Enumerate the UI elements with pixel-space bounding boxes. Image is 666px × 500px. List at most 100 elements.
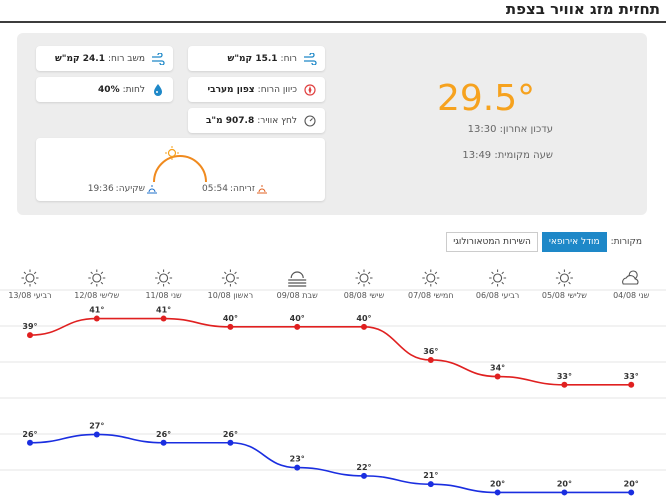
day-label: רביעי 13/08 <box>8 291 51 300</box>
sun-icon <box>155 269 173 287</box>
pressure-label: לחץ אוויר: <box>257 115 297 126</box>
data-point <box>494 373 501 380</box>
current-temperature: 29.5° <box>437 78 536 119</box>
data-point <box>294 464 301 471</box>
sun-icon <box>221 269 239 287</box>
sun-icon <box>555 269 573 287</box>
wind-icon <box>303 52 317 66</box>
local-label: שעה מקומית: <box>494 150 553 161</box>
sun-times-card: זריחה: 05:54 שקיעה: 19:36 <box>36 138 325 201</box>
wind-gust-icon <box>151 52 165 66</box>
data-point <box>227 439 234 446</box>
source-ims-button[interactable]: השירות המטאורולוגי <box>446 232 538 252</box>
data-point <box>227 323 234 330</box>
wind-direction-card: כיוון הרוח: צפון מערבי <box>188 77 325 102</box>
wind-value: 15.1 קמ"ש <box>227 53 278 64</box>
data-label: 26° <box>156 430 171 439</box>
day-label: שלישי 12/08 <box>74 291 119 300</box>
data-point <box>160 439 167 446</box>
data-point <box>427 356 434 363</box>
series-line-0 <box>29 317 632 386</box>
sunset-time: 19:36 <box>87 184 114 194</box>
data-point <box>160 315 167 322</box>
humidity-value: 40% <box>98 84 120 95</box>
data-label: 20° <box>557 479 572 488</box>
data-label: 22° <box>356 463 371 472</box>
data-point <box>294 323 301 330</box>
day-label: ראשון 10/08 <box>208 291 254 300</box>
pressure-card: לחץ אוויר: 907.8 מ"ב <box>188 108 325 133</box>
haze-icon <box>288 271 307 287</box>
series-line-1 <box>29 433 632 494</box>
sun-icon <box>489 269 507 287</box>
data-label: 36° <box>423 347 438 356</box>
data-label: 34° <box>490 364 505 373</box>
updated-label: עדכון אחרון: <box>499 124 553 135</box>
sunrise-label: זריחה: <box>229 184 255 194</box>
data-point <box>27 332 33 339</box>
data-label: 41° <box>156 306 171 315</box>
title-divider <box>0 21 666 23</box>
sunrise-icon <box>257 184 267 194</box>
sun-icon <box>88 269 106 287</box>
sun-icon <box>21 269 39 287</box>
wind-card: רוח: 15.1 קמ"ש <box>188 46 325 71</box>
data-point <box>361 472 367 479</box>
data-point <box>93 431 100 438</box>
day-label: שישי 08/08 <box>344 291 385 300</box>
direction-value: צפון מערבי <box>207 84 255 95</box>
data-label: 20° <box>624 479 639 488</box>
forecast-chart: רביעי 13/08 שלישי 12/08 שני 11/08 ראשון 10/… <box>0 269 666 496</box>
sources-selector: מקורות: מודל אירופאי השירות המטאורולוגי <box>446 232 642 252</box>
data-label: 40° <box>356 314 371 323</box>
data-point <box>561 381 568 388</box>
sun-icon <box>355 269 373 287</box>
gust-label: משב רוח: <box>108 53 145 64</box>
pressure-value: 907.8 מ"ב <box>205 115 255 126</box>
data-point <box>628 381 635 388</box>
day-label: חמישי 07/08 <box>408 291 454 300</box>
sources-label: מקורות: <box>610 237 642 247</box>
data-label: 40° <box>290 314 305 323</box>
data-label: 41° <box>89 306 104 315</box>
humidity-card: לחות: 40% <box>36 77 173 102</box>
sun-icon <box>422 269 440 287</box>
day-label: שבת 09/08 <box>277 291 318 300</box>
source-european-model-button[interactable]: מודל אירופאי <box>541 232 607 252</box>
data-label: 27° <box>89 421 104 430</box>
data-label: 23° <box>290 455 305 464</box>
data-label: 20° <box>490 479 505 488</box>
compass-icon <box>303 83 317 97</box>
data-point <box>93 315 100 322</box>
last-updated: עדכון אחרון: 13:30 <box>468 124 553 135</box>
data-label: 33° <box>557 372 572 381</box>
page-title: תחזית מזג אוויר בצפת <box>505 0 660 18</box>
sun-icon <box>165 146 179 160</box>
day-label: שני 04/08 <box>613 291 650 300</box>
gust-card: משב רוח: 24.1 קמ"ש <box>36 46 173 71</box>
day-label: שני 11/08 <box>145 291 182 300</box>
local-time: שעה מקומית: 13:49 <box>462 150 553 161</box>
data-label: 39° <box>22 322 37 331</box>
updated-time: 13:30 <box>467 124 497 135</box>
data-label: 21° <box>423 471 438 480</box>
data-point <box>494 489 501 496</box>
data-point <box>427 481 434 488</box>
data-point <box>361 323 367 330</box>
sunset-icon <box>147 184 157 194</box>
gust-value: 24.1 קמ"ש <box>54 53 105 64</box>
day-label: רביעי 06/08 <box>476 291 519 300</box>
humidity-label: לחות: <box>122 84 145 95</box>
partly-cloudy-icon <box>622 270 639 285</box>
direction-label: כיוון הרוח: <box>257 84 297 95</box>
sunrise-time: 05:54 <box>202 184 228 194</box>
data-point <box>628 489 635 496</box>
barometer-icon <box>303 114 317 128</box>
data-label: 26° <box>22 430 37 439</box>
wind-label: רוח: <box>280 53 297 64</box>
data-label: 33° <box>624 372 639 381</box>
data-point <box>561 489 568 496</box>
data-point <box>27 439 33 446</box>
data-label: 26° <box>223 430 238 439</box>
local-time-value: 13:49 <box>462 150 492 161</box>
